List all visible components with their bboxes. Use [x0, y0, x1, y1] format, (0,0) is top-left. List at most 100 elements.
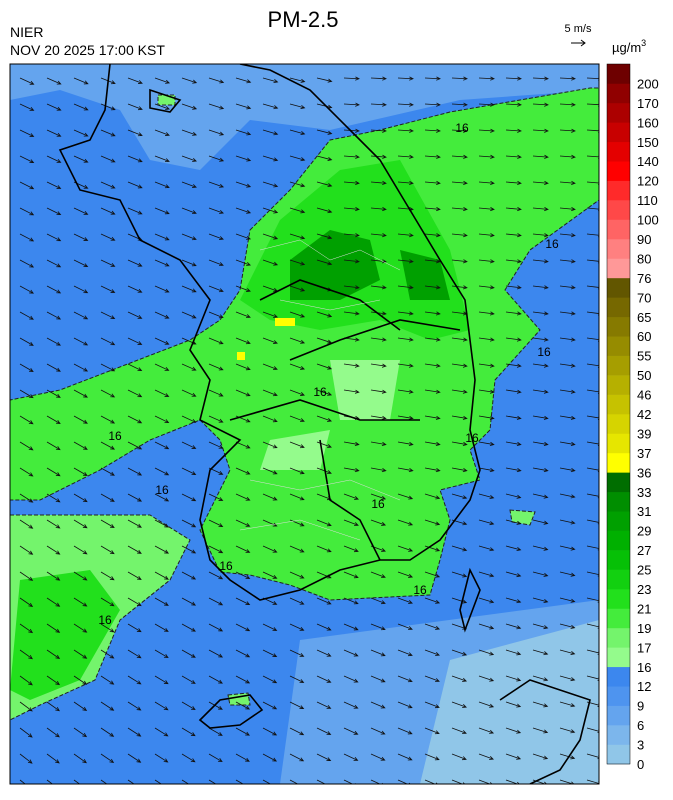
wind-arrow — [19, 597, 34, 608]
colorbar-label: 150 — [637, 135, 659, 150]
wind-arrow — [424, 102, 441, 107]
contour-label: 16 — [108, 429, 122, 443]
wind-scale-arrow — [571, 39, 586, 47]
wind-arrow — [154, 181, 170, 189]
wind-arrow — [397, 233, 414, 238]
wind-arrow — [154, 727, 169, 737]
wind-arrow — [73, 129, 89, 137]
wind-arrow — [100, 649, 115, 659]
wind-arrow — [235, 129, 252, 136]
colorbar-swatch — [607, 355, 630, 376]
wind-arrow — [478, 571, 495, 578]
colorbar-swatch — [607, 297, 630, 318]
wind-arrow — [343, 493, 359, 500]
wind-arrow — [370, 76, 387, 81]
wind-arrow — [505, 701, 522, 708]
wind-arrow — [154, 441, 170, 450]
wind-arrow — [559, 259, 576, 264]
wind-arrow — [316, 519, 332, 527]
wind-arrow — [262, 129, 279, 136]
colorbar-label: 46 — [637, 388, 651, 403]
wind-arrow — [532, 519, 549, 525]
wind-arrow — [397, 675, 413, 683]
wind-arrow — [73, 311, 89, 320]
wind-arrow — [154, 675, 169, 685]
wind-arrow — [559, 415, 576, 420]
unit-base: µg/m — [612, 40, 641, 55]
wind-arrow — [154, 311, 170, 319]
wind-arrow — [19, 259, 35, 268]
colorbar-swatch — [607, 219, 630, 240]
colorbar: 0369121617192123252729313336373942465055… — [606, 63, 659, 772]
wind-arrow — [289, 415, 305, 423]
wind-arrow — [370, 441, 387, 447]
colorbar-label: 0 — [637, 757, 644, 772]
wind-arrow — [424, 415, 441, 420]
wind-arrow — [262, 415, 278, 423]
wind-arrow — [397, 597, 413, 604]
wind-arrow — [19, 337, 34, 346]
wind-arrow — [73, 467, 88, 476]
wind-arrow — [100, 545, 115, 555]
wind-arrow — [505, 207, 522, 212]
wind-arrow — [73, 649, 88, 659]
wind-arrow — [208, 415, 224, 423]
wind-arrow — [19, 649, 33, 660]
wind-arrow — [478, 102, 495, 107]
wind-arrow — [208, 701, 223, 710]
wind-arrow — [19, 519, 34, 529]
wind-arrow — [46, 363, 61, 372]
colorbar-label: 110 — [637, 193, 658, 208]
wind-arrow — [532, 102, 549, 107]
wind-arrow — [397, 701, 413, 709]
wind-arrow — [208, 649, 224, 658]
wind-arrow — [424, 311, 441, 316]
wind-arrow — [235, 701, 251, 710]
wind-arrow — [532, 285, 549, 290]
wind-arrow — [397, 623, 413, 631]
colorbar-label: 55 — [637, 349, 651, 364]
wind-arrow — [46, 415, 61, 424]
wind-arrow — [127, 675, 142, 685]
wind-arrow — [370, 649, 386, 657]
wind-arrow — [397, 519, 414, 526]
wind-arrow — [316, 779, 329, 784]
wind-arrow — [235, 285, 251, 292]
wind-arrow — [343, 102, 360, 107]
wind-arrow — [532, 545, 549, 551]
wind-arrow — [316, 701, 332, 709]
colorbar-swatch — [607, 200, 630, 220]
wind-arrow — [127, 285, 143, 293]
wind-arrow — [451, 545, 468, 552]
wind-arrow — [181, 545, 197, 554]
wind-arrow — [532, 415, 549, 420]
wind-arrow — [289, 389, 305, 396]
wind-arrow — [262, 389, 278, 397]
wind-arrow — [478, 154, 495, 159]
wind-arrow — [208, 727, 223, 736]
colorbar-swatch — [607, 725, 630, 745]
wind-arrow — [424, 441, 441, 447]
wind-arrow — [343, 389, 360, 394]
wind-arrow — [478, 675, 495, 682]
wind-arrow — [100, 363, 116, 372]
colorbar-label: 19 — [637, 621, 651, 636]
wind-arrow — [262, 363, 278, 371]
colorbar-label: 36 — [637, 465, 651, 480]
wind-arrow — [451, 285, 468, 290]
map: 16 16 16 16 16 16 16 16 16 16 16 — [10, 64, 599, 784]
wind-arrow — [424, 701, 440, 709]
colorbar-label: 23 — [637, 582, 651, 597]
wind-arrow — [127, 623, 142, 633]
wind-arrow — [343, 207, 360, 212]
wind-arrow — [343, 701, 359, 709]
wind-arrow — [586, 363, 599, 368]
colorbar-swatch — [607, 511, 630, 531]
wind-arrow — [46, 389, 61, 398]
wind-arrow — [235, 493, 251, 501]
wind-arrow — [235, 675, 251, 684]
wind-arrow — [586, 233, 599, 238]
wind-arrow — [559, 493, 576, 499]
colorbar-swatch — [607, 608, 630, 629]
wind-arrow — [100, 129, 116, 137]
